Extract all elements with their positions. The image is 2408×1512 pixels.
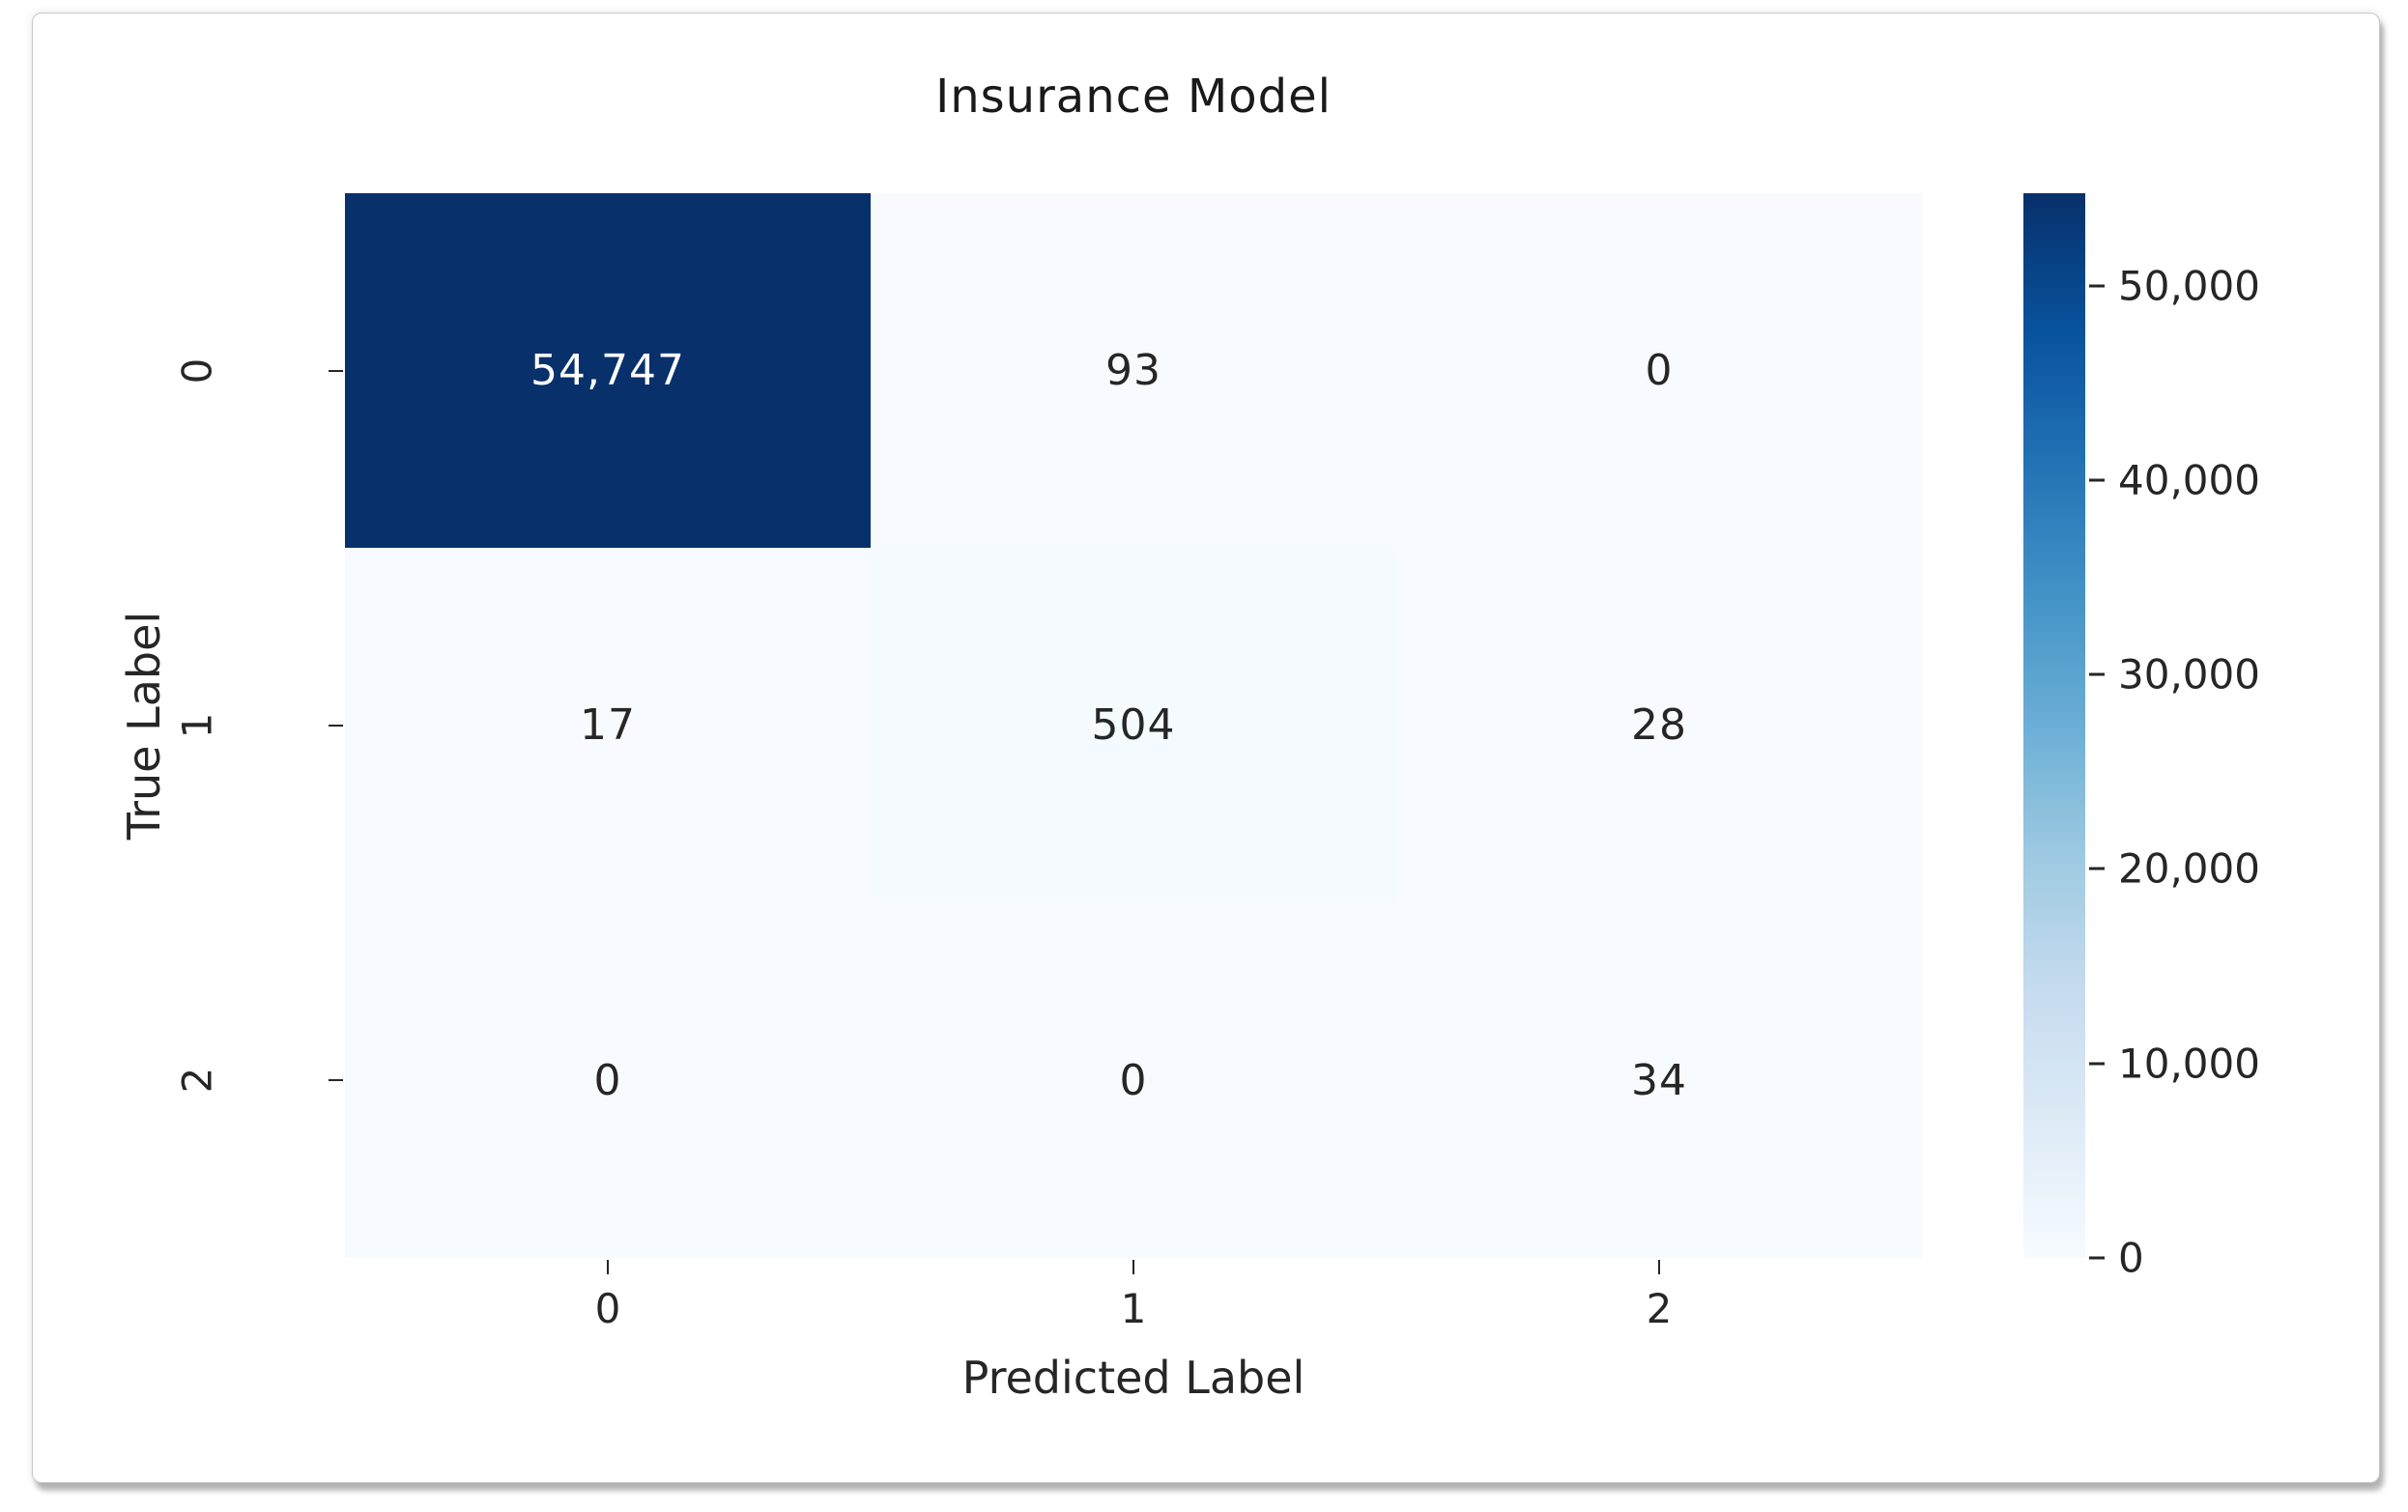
x-tick-label: 0 xyxy=(594,1285,621,1332)
matrix-cell-value: 93 xyxy=(1105,346,1161,396)
x-tick-label: 2 xyxy=(1646,1285,1673,1332)
x-tick-mark xyxy=(1132,1260,1134,1274)
matrix-cell-value: 0 xyxy=(593,1055,622,1105)
x-axis-label: Predicted Label xyxy=(961,1352,1305,1404)
matrix-cell-value: 0 xyxy=(1119,1055,1148,1105)
matrix-cell: 54,747 xyxy=(345,193,871,549)
matrix-cell-value: 54,747 xyxy=(530,346,685,396)
colorbar-tick-label: 30,000 xyxy=(2118,650,2260,699)
y-tick-label: 0 xyxy=(173,357,221,385)
colorbar-tick-label: 50,000 xyxy=(2118,262,2260,310)
y-tick-mark xyxy=(329,1079,343,1082)
colorbar-tick-label: 20,000 xyxy=(2118,844,2260,893)
matrix-cell: 34 xyxy=(1396,902,1922,1258)
matrix-cell: 28 xyxy=(1396,548,1922,903)
colorbar xyxy=(2023,193,2085,1258)
chart-title: Insurance Model xyxy=(935,70,1332,124)
matrix-cell: 0 xyxy=(1396,193,1922,549)
colorbar-tick-mark xyxy=(2089,1062,2105,1066)
y-axis-label: True Label xyxy=(118,611,170,841)
matrix-cell: 0 xyxy=(871,902,1396,1258)
colorbar-tick-label: 10,000 xyxy=(2118,1040,2260,1088)
matrix-cell-value: 34 xyxy=(1631,1055,1687,1105)
y-tick-label: 2 xyxy=(173,1067,221,1094)
matrix-cell: 17 xyxy=(345,548,871,903)
x-tick-label: 1 xyxy=(1120,1285,1147,1332)
colorbar-tick-mark xyxy=(2089,478,2105,482)
matrix-cell-value: 504 xyxy=(1091,700,1176,751)
matrix-cell-value: 0 xyxy=(1645,346,1674,396)
matrix-cell: 93 xyxy=(871,193,1396,549)
colorbar-tick-mark xyxy=(2089,672,2105,676)
y-tick-label: 1 xyxy=(173,712,221,739)
matrix-cell: 0 xyxy=(345,902,871,1258)
matrix-cell: 504 xyxy=(871,548,1396,903)
matrix-cell-value: 17 xyxy=(580,700,636,751)
colorbar-tick-mark xyxy=(2089,1256,2105,1260)
colorbar-tick-mark xyxy=(2089,867,2105,870)
colorbar-tick-label: 0 xyxy=(2118,1234,2144,1282)
x-tick-mark xyxy=(1658,1260,1660,1274)
y-tick-mark xyxy=(329,725,343,727)
y-tick-mark xyxy=(329,369,343,372)
confusion-matrix-plot: 54,747 93 0 17 504 28 0 0 34 xyxy=(345,193,1922,1258)
x-tick-mark xyxy=(607,1260,609,1274)
matrix-cell-value: 28 xyxy=(1631,700,1687,751)
colorbar-tick-label: 40,000 xyxy=(2118,456,2260,504)
figure-card: Insurance Model 54,747 93 0 17 504 28 0 0 34 0 1 2… xyxy=(32,13,2380,1483)
colorbar-tick-mark xyxy=(2089,284,2105,288)
